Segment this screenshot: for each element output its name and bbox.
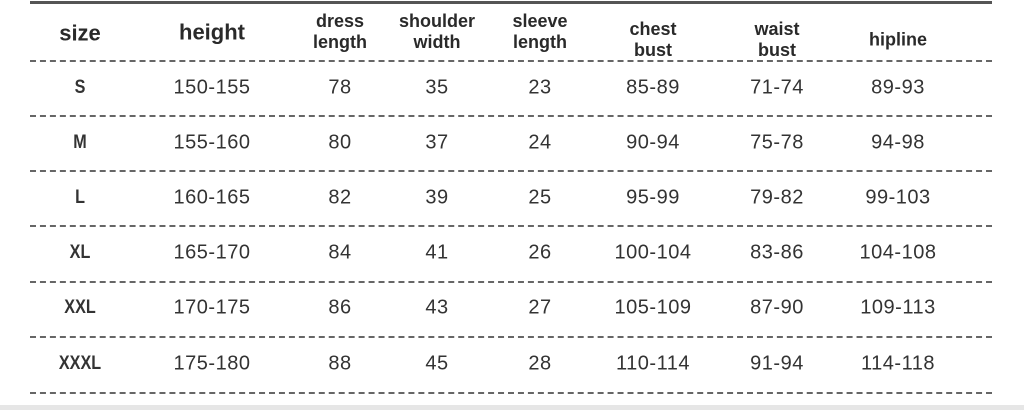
size-label: L — [75, 187, 85, 208]
table-cell: 78 — [328, 76, 352, 99]
table-cell: 45 — [425, 352, 449, 375]
row-divider — [30, 281, 992, 283]
row-divider — [30, 225, 992, 227]
column-header: height — [179, 19, 245, 45]
table-cell: 43 — [425, 296, 449, 319]
table-cell: 71-74 — [750, 76, 804, 99]
table-cell: 91-94 — [750, 352, 804, 375]
table-cell: 35 — [425, 76, 449, 99]
column-header: dress length — [313, 11, 367, 52]
row-divider — [30, 392, 992, 394]
bottom-border — [0, 405, 1024, 410]
table-cell: 39 — [425, 186, 449, 209]
size-label: XXL — [64, 297, 96, 318]
column-header: hipline — [869, 29, 927, 50]
column-header: sleeve length — [512, 11, 568, 52]
table-cell: 79-82 — [750, 186, 804, 209]
table-cell: 41 — [425, 241, 449, 264]
table-cell: 85-89 — [626, 76, 680, 99]
table-cell: 104-108 — [859, 241, 937, 264]
size-label: XXXL — [58, 353, 102, 374]
table-cell: 83-86 — [750, 241, 804, 264]
table-cell: 80 — [328, 131, 352, 154]
table-cell: 24 — [528, 131, 552, 154]
table-cell: 165-170 — [173, 241, 251, 264]
row-divider — [30, 336, 992, 338]
table-cell: 75-78 — [750, 131, 804, 154]
table-cell: 90-94 — [626, 131, 680, 154]
table-cell: 27 — [528, 296, 552, 319]
table-cell: 88 — [328, 352, 352, 375]
table-cell: 84 — [328, 241, 352, 264]
row-divider — [30, 170, 992, 172]
table-cell: 25 — [528, 186, 552, 209]
table-cell: 150-155 — [173, 76, 251, 99]
row-divider — [30, 115, 992, 117]
table-cell: 100-104 — [614, 241, 692, 264]
table-cell: 82 — [328, 186, 352, 209]
size-label: S — [74, 77, 86, 98]
table-cell: 114-118 — [861, 352, 935, 375]
table-top-border — [30, 1, 992, 4]
column-header: waist bust — [754, 19, 800, 60]
size-label: XL — [69, 242, 91, 263]
table-cell: 160-165 — [173, 186, 251, 209]
row-divider — [30, 60, 992, 62]
column-header: size — [59, 20, 101, 46]
table-cell: 95-99 — [626, 186, 680, 209]
table-cell: 109-113 — [860, 296, 936, 319]
column-header: shoulder width — [398, 11, 476, 52]
table-cell: 23 — [528, 76, 552, 99]
table-cell: 26 — [528, 241, 552, 264]
table-cell: 99-103 — [865, 186, 931, 209]
table-cell: 86 — [328, 296, 352, 319]
table-cell: 37 — [425, 131, 449, 154]
size-label: M — [73, 132, 87, 153]
table-cell: 87-90 — [750, 296, 804, 319]
table-cell: 155-160 — [173, 131, 251, 154]
column-header: chest bust — [629, 19, 677, 60]
table-cell: 89-93 — [871, 76, 925, 99]
table-cell: 110-114 — [616, 352, 690, 375]
table-cell: 28 — [528, 352, 552, 375]
table-cell: 170-175 — [173, 296, 251, 319]
table-cell: 175-180 — [173, 352, 251, 375]
table-cell: 94-98 — [871, 131, 925, 154]
table-cell: 105-109 — [614, 296, 692, 319]
